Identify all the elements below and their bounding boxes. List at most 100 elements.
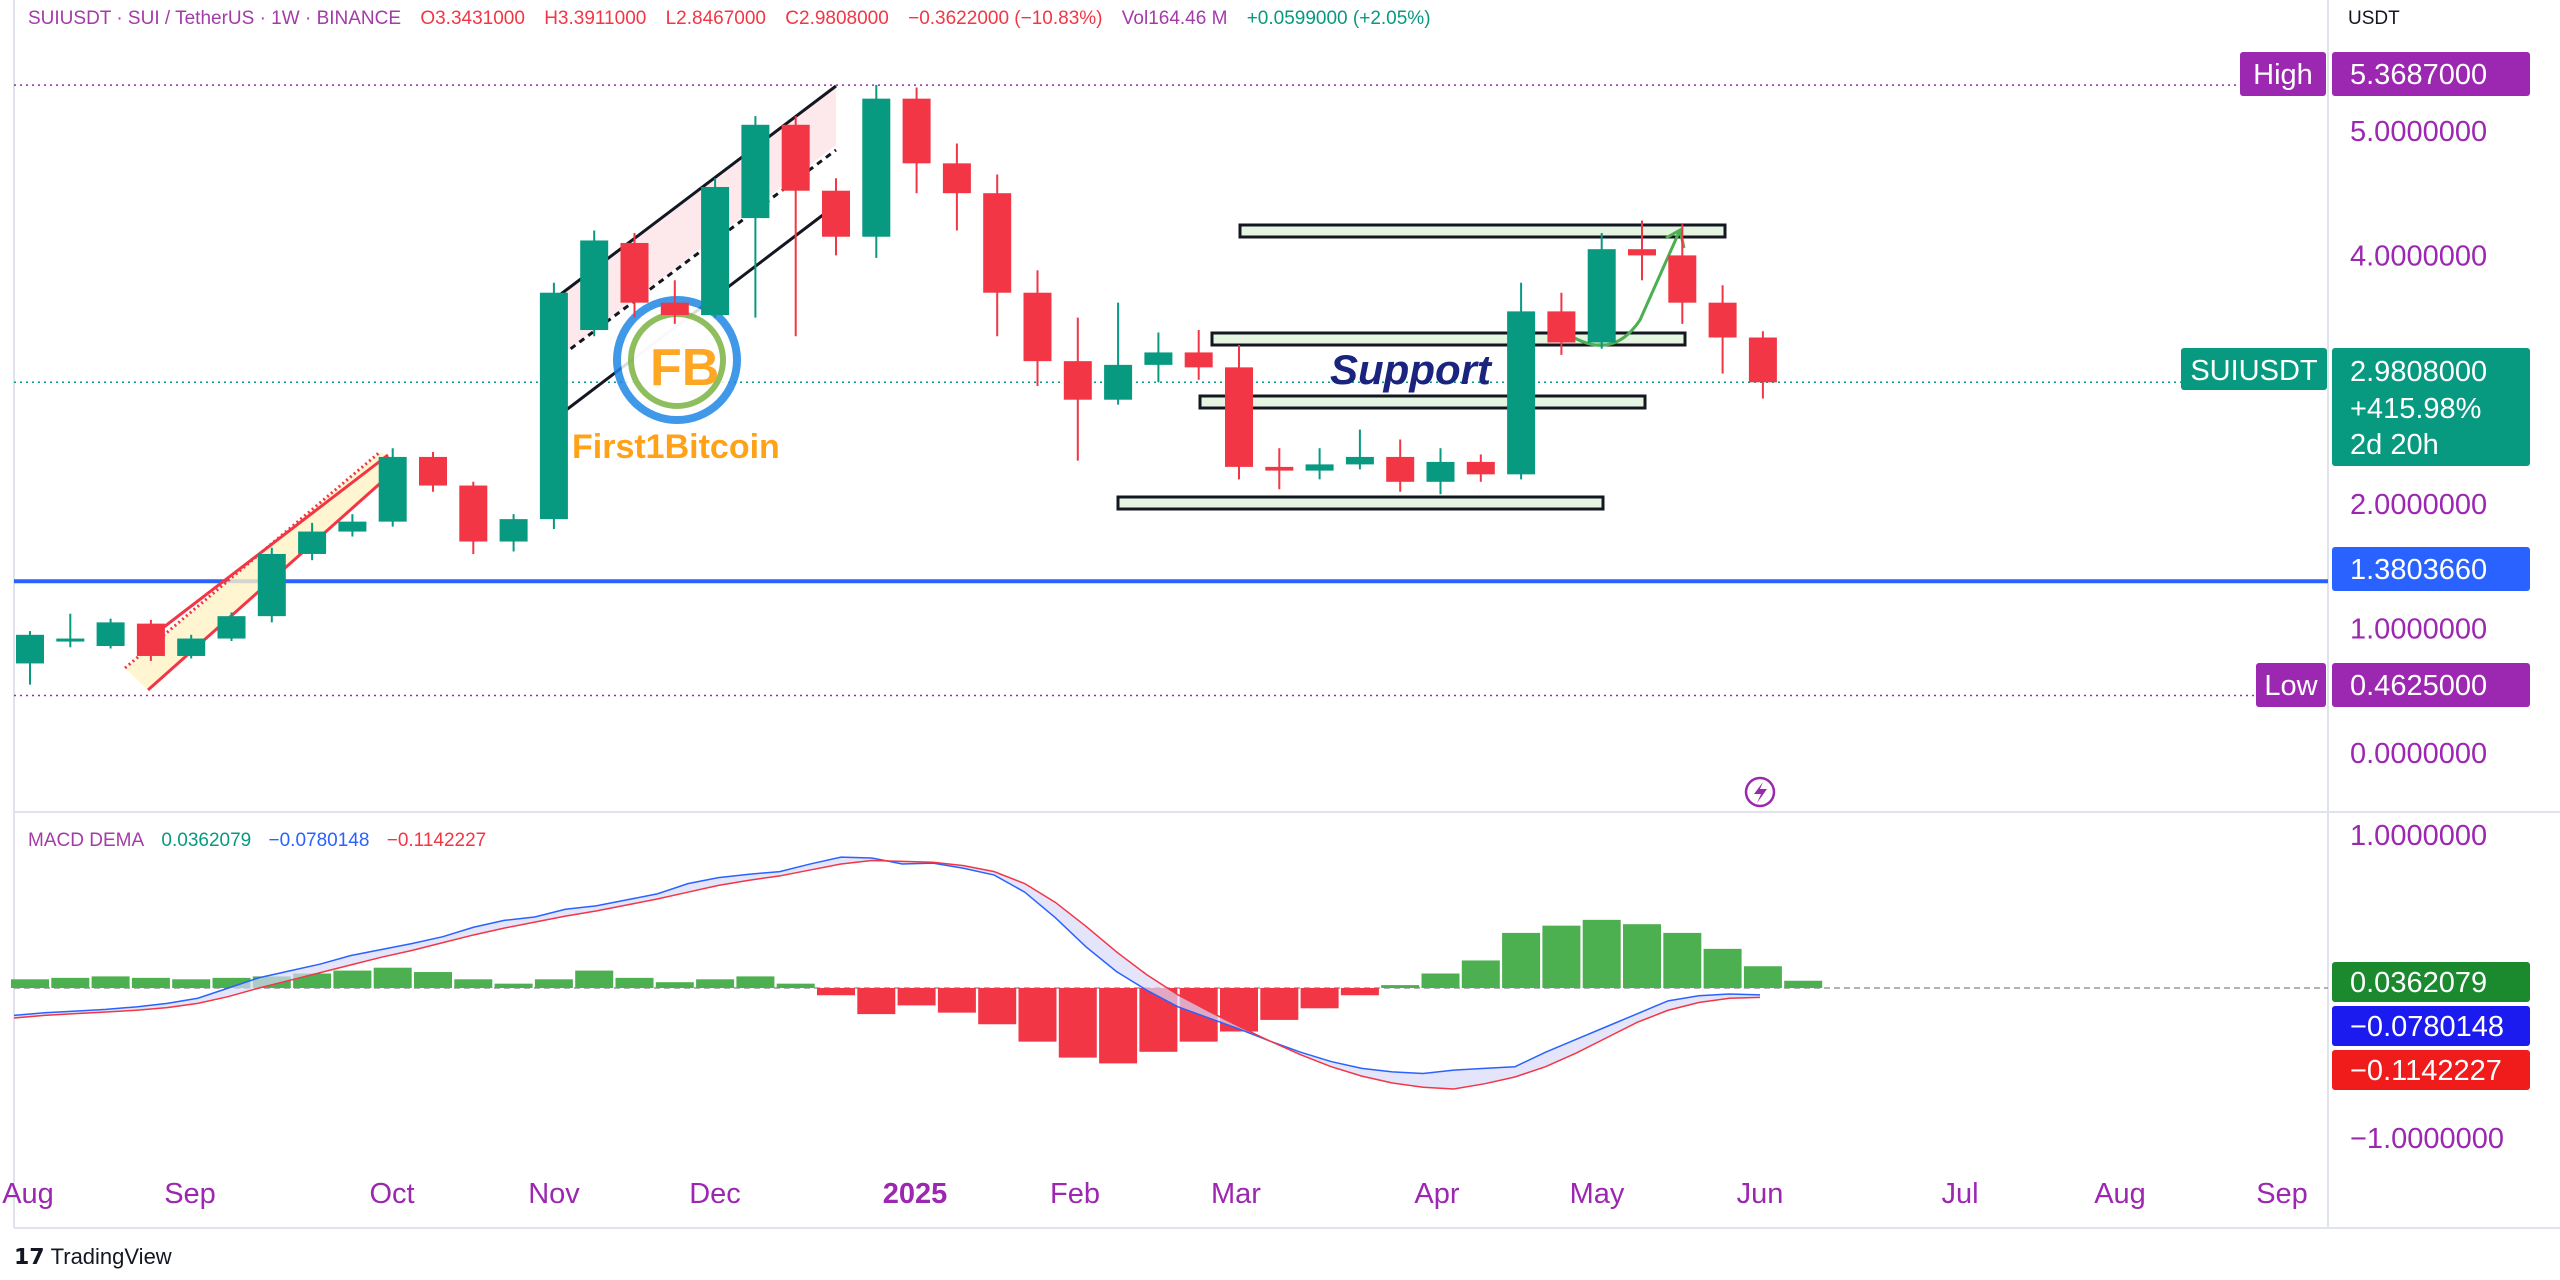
candle-body[interactable] <box>419 456 447 486</box>
channel-line-1-upper[interactable] <box>159 453 389 632</box>
symbol-tag[interactable] <box>2181 348 2327 390</box>
macd-histogram-bar <box>1784 980 1823 988</box>
macd-histogram-bar <box>534 979 573 988</box>
macd-histogram-bar <box>172 979 211 988</box>
candle-body[interactable] <box>1426 461 1455 482</box>
macd-title[interactable]: MACD DEMA <box>28 830 145 851</box>
price-pane[interactable] <box>14 0 2326 812</box>
candle-body[interactable] <box>1587 249 1616 343</box>
lightning-icon-glyph <box>1754 782 1767 803</box>
macd-histogram-bar <box>1663 932 1702 988</box>
time-axis-tick: Sep <box>164 1178 216 1210</box>
signal-tag[interactable] <box>2332 1050 2530 1090</box>
candle-body[interactable] <box>16 634 44 664</box>
candle-body[interactable] <box>1345 456 1374 465</box>
candle-body[interactable] <box>580 240 609 331</box>
candle-body[interactable] <box>620 242 649 303</box>
candle-body[interactable] <box>459 485 488 542</box>
candle-body[interactable] <box>1708 302 1737 338</box>
last-price-countdown: 2d 20h <box>2350 429 2439 461</box>
candle-body[interactable] <box>338 521 367 532</box>
candle-body[interactable] <box>1466 461 1495 475</box>
candle-body[interactable] <box>1507 311 1536 475</box>
candle-body[interactable] <box>1547 311 1576 343</box>
time-axis-tick: Nov <box>528 1178 580 1210</box>
macd-histogram-bar <box>1220 988 1258 1032</box>
macd-line-tag[interactable] <box>2332 1006 2530 1046</box>
low-value: 0.4625000 <box>2350 670 2487 702</box>
ohlc-high: H3.3911000 <box>544 8 647 29</box>
last-price-value: 2.9808000 <box>2350 356 2487 388</box>
candle-body[interactable] <box>1063 361 1092 400</box>
candle-body[interactable] <box>822 190 850 237</box>
candle-body[interactable] <box>781 124 810 191</box>
candle-body[interactable] <box>1225 367 1253 467</box>
candle-body[interactable] <box>1668 255 1697 303</box>
hline-tag[interactable] <box>2332 547 2530 591</box>
candle-body[interactable] <box>902 98 931 164</box>
candle-body[interactable] <box>1305 464 1334 471</box>
candle-body[interactable] <box>177 638 206 656</box>
macd-histogram-bar <box>51 977 90 988</box>
macd-hist-tag[interactable] <box>2332 962 2530 1002</box>
candle-body[interactable] <box>1184 352 1213 368</box>
candle-body[interactable] <box>298 531 327 554</box>
candle-body[interactable] <box>499 519 528 542</box>
price-axis-tick: 5.0000000 <box>2350 116 2487 148</box>
candle-body[interactable] <box>96 622 125 647</box>
low-tag[interactable] <box>2256 663 2326 707</box>
candle-body[interactable] <box>1386 456 1415 482</box>
candle-body[interactable] <box>136 623 165 656</box>
macd-axis-tick: 1.0000000 <box>2350 820 2487 852</box>
macd-axis-tick: −1.0000000 <box>2350 1123 2504 1155</box>
last-price-tag[interactable] <box>2332 348 2530 466</box>
candle-body[interactable] <box>983 193 1012 293</box>
support-zone-3[interactable] <box>1198 394 1647 410</box>
low-value-tag[interactable] <box>2332 663 2530 707</box>
time-axis-tick: Oct <box>369 1178 414 1210</box>
macd-histogram-bar <box>937 988 976 1013</box>
macd-histogram-bar <box>696 979 735 988</box>
candle-body[interactable] <box>1265 466 1294 471</box>
macd-histogram-bar <box>817 988 855 996</box>
candle-body[interactable] <box>56 638 85 642</box>
high-value-tag[interactable] <box>2332 52 2530 96</box>
price-axis-tick: 2.0000000 <box>2350 489 2487 521</box>
candle-body[interactable] <box>741 124 770 219</box>
candle-body[interactable] <box>1104 364 1133 400</box>
support-label: Support <box>1330 346 1493 393</box>
candle-body[interactable] <box>862 98 891 237</box>
candle-body[interactable] <box>539 292 568 520</box>
currency-label[interactable]: USDT <box>2348 8 2400 29</box>
high-tag[interactable] <box>2240 52 2326 96</box>
macd-line-value: −0.0780148 <box>268 830 370 851</box>
candle-body[interactable] <box>942 163 971 194</box>
candle-body[interactable] <box>701 186 730 316</box>
support-zone-4[interactable] <box>1116 495 1605 511</box>
ohlc-low: L2.8467000 <box>665 8 766 29</box>
price-axis-tick: 4.0000000 <box>2350 240 2487 272</box>
candle-body[interactable] <box>257 553 286 617</box>
candle-body[interactable] <box>1144 352 1173 365</box>
candle-body[interactable] <box>1023 292 1052 362</box>
tradingview-logo[interactable]: 𝟭𝟳 TradingView <box>14 1244 172 1269</box>
symbol-title[interactable]: SUIUSDT · SUI / TetherUS · 1W · BINANCE <box>28 8 402 29</box>
volume-value: Vol164.46 M <box>1121 8 1228 29</box>
macd-histogram-bar <box>1623 924 1661 988</box>
macd-histogram-bar <box>1340 988 1379 996</box>
candle-body[interactable] <box>217 616 246 639</box>
time-axis-tick: Apr <box>1414 1178 1459 1210</box>
time-axis-tick: May <box>1570 1178 1625 1210</box>
macd-histogram-bar <box>1743 966 1782 988</box>
signal-line[interactable] <box>13 859 1761 1090</box>
ohlc-close: C2.9808000 <box>785 8 889 29</box>
candle-body[interactable] <box>378 456 407 522</box>
time-axis-tick: 2025 <box>883 1178 948 1210</box>
macd-histogram-bar <box>414 972 452 988</box>
candle-body[interactable] <box>1748 337 1777 383</box>
macd-histogram-bar <box>494 983 533 988</box>
candle-body[interactable] <box>660 302 689 316</box>
candle-body[interactable] <box>1628 249 1656 256</box>
support-zone-1[interactable] <box>1238 223 1727 239</box>
